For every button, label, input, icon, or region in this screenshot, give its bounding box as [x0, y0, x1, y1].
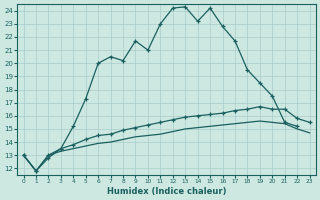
X-axis label: Humidex (Indice chaleur): Humidex (Indice chaleur): [107, 187, 226, 196]
